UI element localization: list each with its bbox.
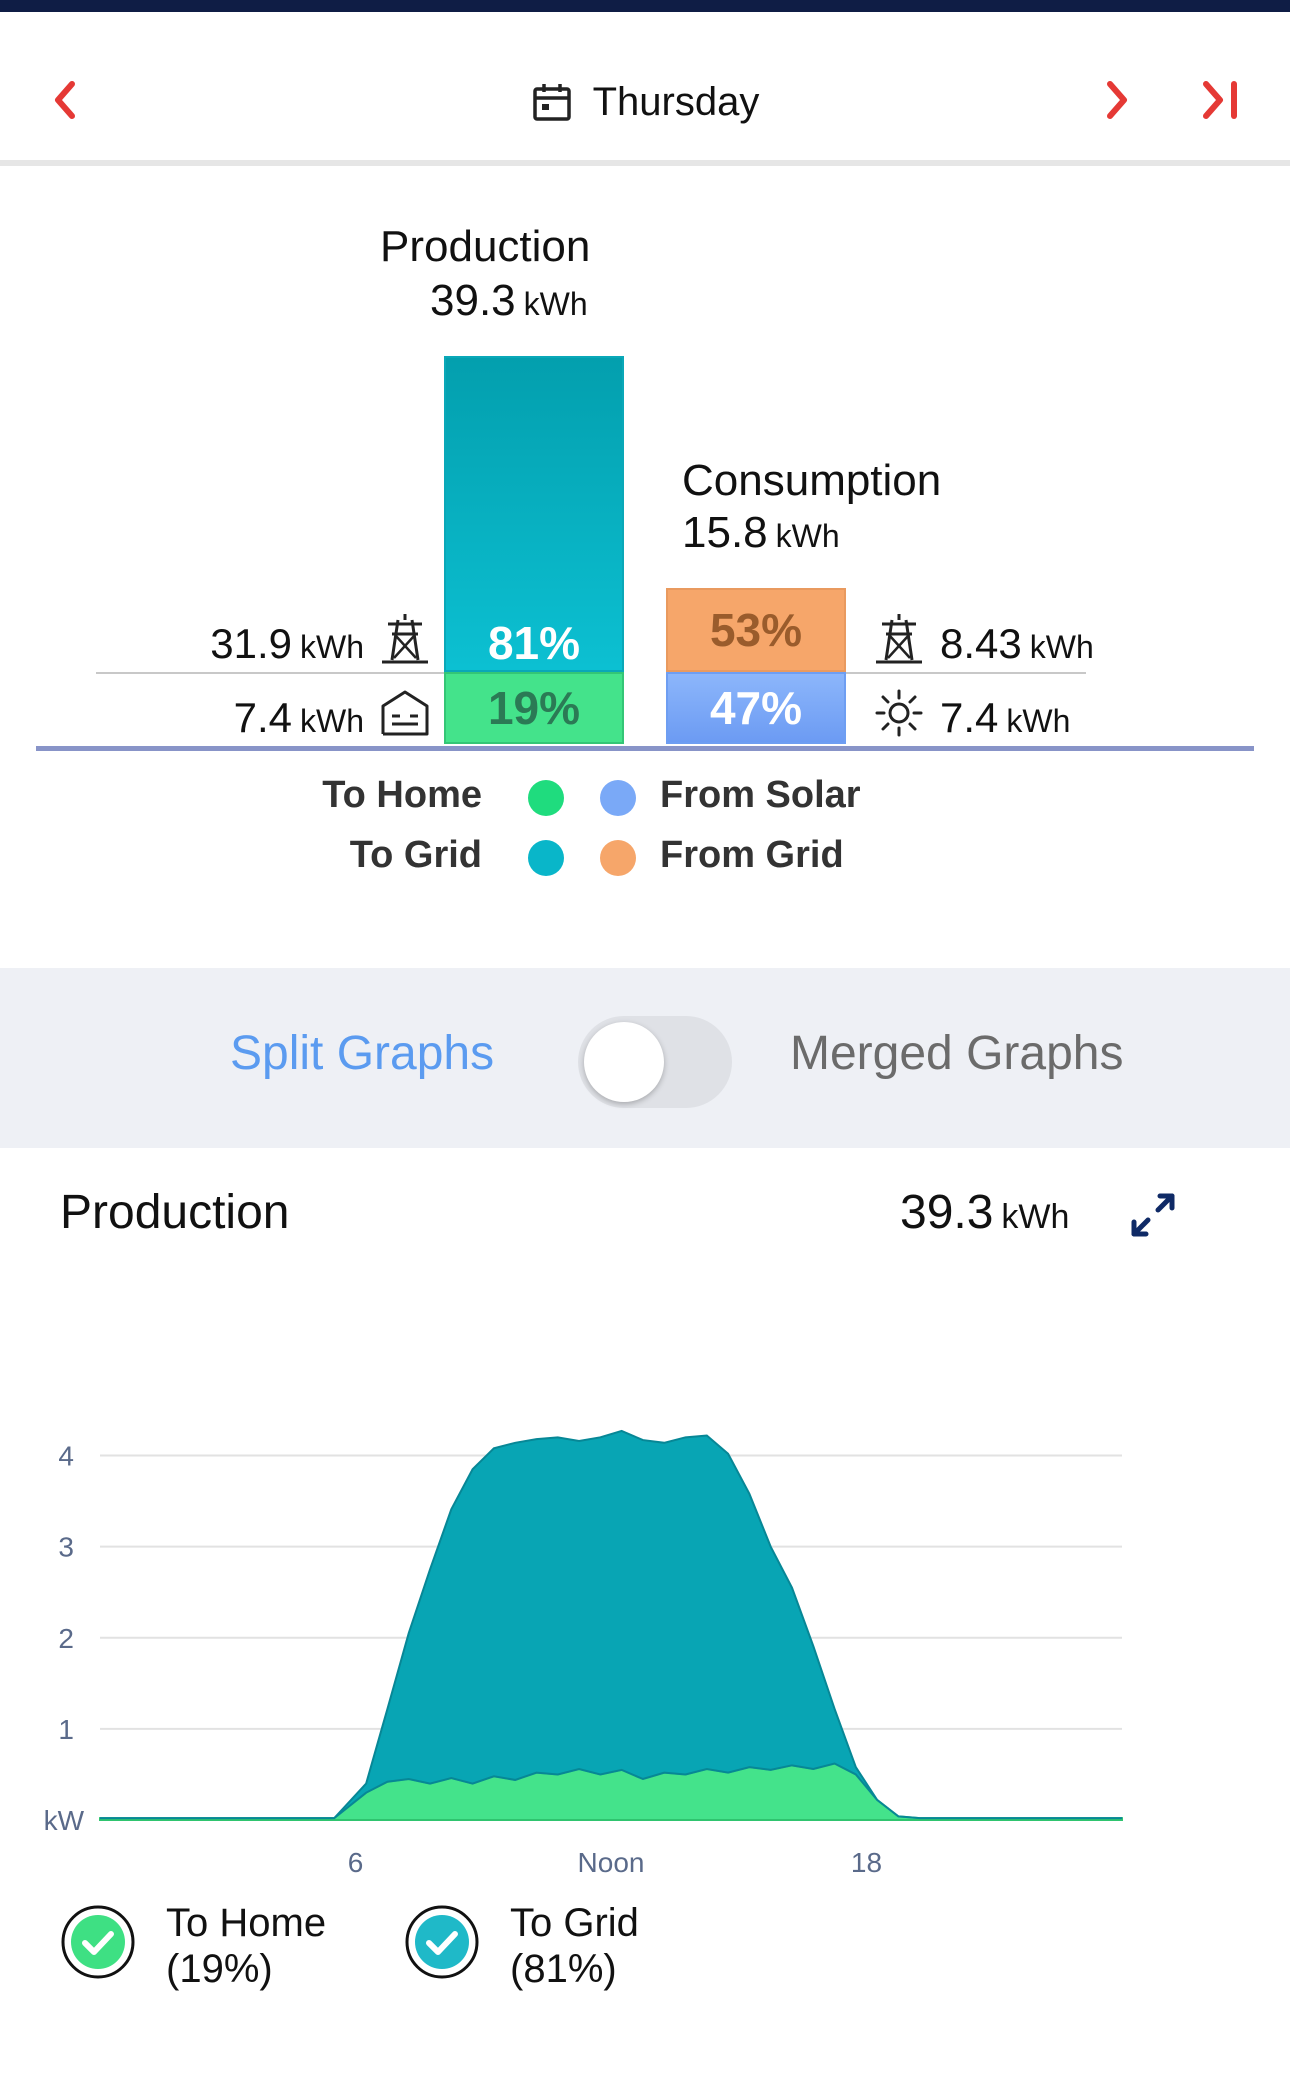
legend-to-grid: To Grid	[349, 834, 482, 876]
power-tower-icon	[382, 614, 428, 664]
y-tick-label: 3	[58, 1532, 74, 1563]
header-divider	[0, 160, 1290, 166]
next-day-button[interactable]	[1086, 70, 1146, 130]
production-to-home-bar: 19%	[444, 672, 624, 744]
to-grid-value: 31.9 kWh	[210, 620, 364, 667]
skip-to-end-icon	[1203, 81, 1237, 119]
legend-from-grid: From Grid	[660, 834, 844, 876]
row-divider-left	[96, 672, 444, 674]
legend-dot-to-home	[528, 780, 564, 816]
date-selector[interactable]: Thursday	[0, 67, 1290, 137]
y-axis-label: kW	[44, 1805, 85, 1836]
checkmark-circle-icon	[61, 1905, 135, 1979]
to-home-toggle-pct: (19%)	[166, 1947, 273, 1991]
x-tick-label: 6	[348, 1847, 364, 1878]
production-to-grid-bar: 81%	[444, 356, 624, 672]
to-home-value: 7.4 kWh	[233, 694, 364, 741]
jump-to-today-button[interactable]	[1192, 70, 1252, 130]
production-title: Production	[380, 222, 591, 271]
expand-icon	[1131, 1193, 1175, 1237]
to-home-toggle-label: To Home	[166, 1901, 327, 1945]
split-graphs-option[interactable]: Split Graphs	[230, 1027, 495, 1080]
consumption-title: Consumption	[682, 456, 942, 505]
status-accent-bar	[0, 0, 1290, 12]
consumption-from-solar-bar: 47%	[666, 672, 846, 744]
production-total: 39.3 kWh	[430, 276, 588, 325]
date-header: Thursday	[0, 12, 1290, 162]
area-to-grid	[100, 1429, 1122, 1820]
energy-summary: Production 39.3 kWh Consumption 15.8 kWh 8…	[0, 166, 1290, 968]
chevron-left-icon	[55, 81, 75, 119]
legend-to-home: To Home	[322, 774, 482, 816]
legend-dot-from-grid	[600, 840, 636, 876]
previous-day-button[interactable]	[36, 70, 96, 130]
merged-graphs-option[interactable]: Merged Graphs	[790, 1027, 1124, 1080]
day-label: Thursday	[592, 79, 760, 124]
legend-dot-from-solar	[600, 780, 636, 816]
consumption-from-grid-bar: 53%	[666, 588, 846, 672]
to-grid-toggle[interactable]: To Grid (81%)	[404, 1900, 704, 2000]
row-divider-right	[846, 672, 1086, 674]
x-tick-label: 18	[851, 1847, 882, 1878]
house-icon	[381, 690, 429, 736]
production-chart: 1 2 3 4 kW 6 Noon 18	[44, 1429, 1123, 1878]
y-tick-label: 2	[58, 1623, 74, 1654]
legend-from-solar: From Solar	[660, 774, 861, 816]
production-graph-title: Production	[60, 1186, 290, 1239]
y-tick-label: 4	[58, 1441, 74, 1472]
graph-mode-switch[interactable]	[578, 1016, 732, 1108]
to-home-toggle[interactable]: To Home (19%)	[60, 1900, 360, 2000]
chevron-right-icon	[1107, 81, 1127, 119]
legend-dot-to-grid	[528, 840, 564, 876]
to-grid-toggle-label: To Grid	[510, 1901, 639, 1945]
sun-icon	[875, 689, 923, 737]
checkmark-circle-icon	[405, 1905, 479, 1979]
from-solar-value: 7.4 kWh	[940, 694, 1071, 741]
switch-knob	[584, 1022, 664, 1102]
from-grid-value: 8.43 kWh	[940, 620, 1094, 667]
power-tower-icon	[876, 614, 922, 664]
summary-baseline	[36, 746, 1254, 751]
y-tick-label: 1	[58, 1714, 74, 1745]
graph-mode-toggle-bar: Split Graphs Merged Graphs	[0, 968, 1290, 1148]
x-tick-label: Noon	[578, 1847, 645, 1878]
calendar-icon	[532, 84, 571, 121]
consumption-total: 15.8 kWh	[682, 508, 840, 557]
production-graph-total: 39.3 kWh	[900, 1186, 1070, 1239]
expand-graph-button[interactable]	[1126, 1188, 1180, 1242]
to-grid-toggle-pct: (81%)	[510, 1947, 617, 1991]
